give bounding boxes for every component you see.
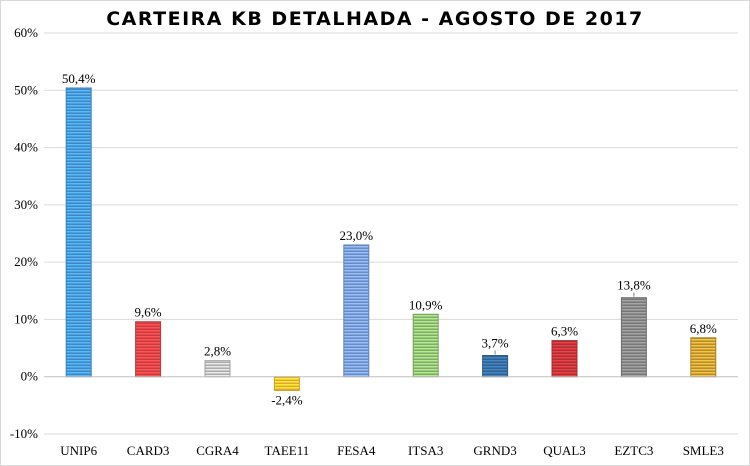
x-tick-label: UNIP6	[60, 443, 97, 458]
labels: 50,4% 9,6% 2,8% -2,4% 23,0% 10,9% 3,7% 6,3% 13,8…	[62, 71, 717, 407]
y-tick-label: 50%	[14, 82, 38, 97]
chart-title: CARTEIRA KB DETALHADA - AGOSTO DE 2017	[106, 8, 644, 30]
bar-eztc3	[620, 297, 647, 378]
y-tick-label: 30%	[14, 197, 38, 212]
axes: -10% 0% 10% 20% 30% 40% 50% 60% UNIP6 CARD3 CGRA4 T…	[10, 25, 738, 458]
bar-smle3	[690, 337, 717, 378]
data-label: 3,7%	[482, 336, 509, 351]
x-tick-label: FESA4	[337, 443, 376, 458]
x-tick-label: GRND3	[473, 443, 516, 458]
bars	[65, 87, 717, 391]
x-tick-label: ITSA3	[408, 443, 443, 458]
bar-fesa4	[343, 244, 370, 378]
bar-itsa3	[412, 313, 439, 378]
y-tick-label: 0%	[21, 369, 39, 384]
bar-grnd3	[482, 355, 509, 378]
bar-card3	[135, 321, 162, 378]
y-tick-label: -10%	[10, 426, 38, 441]
y-tick-label: 20%	[14, 254, 38, 269]
gridlines	[44, 32, 738, 435]
data-label: 23,0%	[340, 228, 374, 243]
x-tick-label: CGRA4	[196, 443, 239, 458]
data-label: 9,6%	[135, 305, 162, 320]
y-tick-label: 60%	[14, 25, 38, 40]
data-label: -2,4%	[271, 392, 303, 407]
bar-taee11	[273, 376, 300, 391]
x-tick-label: EZTC3	[614, 443, 653, 458]
x-tick-label: TAEE11	[265, 443, 310, 458]
bar-cgra4	[204, 360, 231, 378]
y-tick-label: 10%	[14, 311, 38, 326]
data-label: 6,8%	[690, 321, 717, 336]
bar-unip6	[65, 87, 92, 378]
bar-qual3	[551, 340, 578, 378]
data-label: 10,9%	[409, 297, 443, 312]
data-label: 2,8%	[204, 344, 231, 359]
x-tick-label: CARD3	[127, 443, 170, 458]
x-tick-label: QUAL3	[543, 443, 586, 458]
data-label: 6,3%	[551, 324, 578, 339]
data-label: 13,8%	[617, 278, 651, 293]
x-tick-label: SMLE3	[683, 443, 724, 458]
y-tick-label: 40%	[14, 140, 38, 155]
data-label: 50,4%	[62, 71, 96, 86]
